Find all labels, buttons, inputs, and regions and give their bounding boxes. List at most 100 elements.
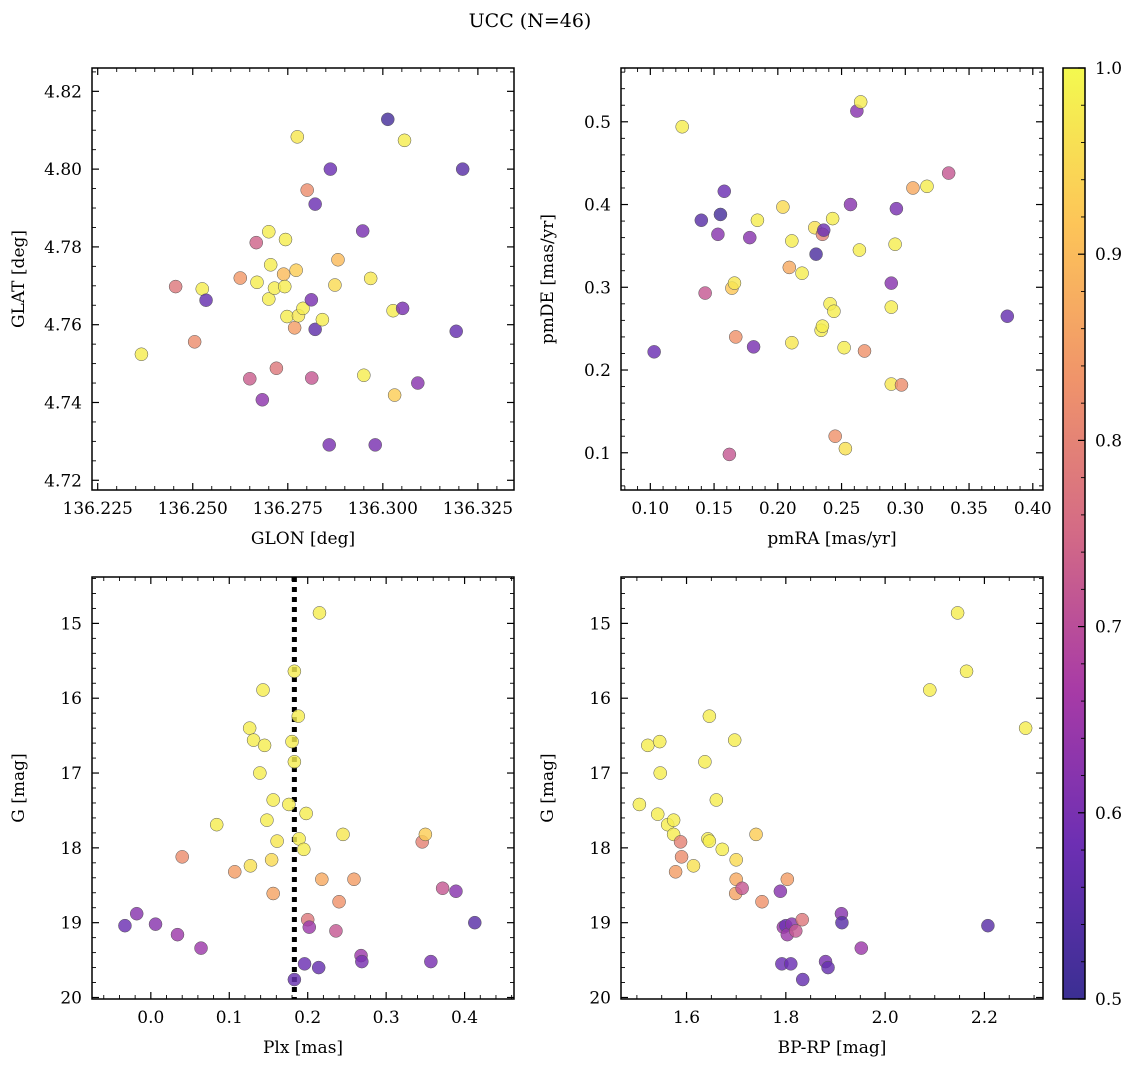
- scatter-point: [287, 755, 302, 769]
- scatter-point: [717, 184, 732, 199]
- x-tick-label: 0.3: [373, 1008, 400, 1028]
- scatter-point: [653, 766, 667, 780]
- scatter-point: [253, 766, 267, 780]
- scatter-point: [233, 271, 248, 285]
- scatter-point: [650, 807, 665, 821]
- scatter-point: [827, 304, 841, 319]
- scatter-point: [424, 954, 438, 969]
- x-tick-label: 0.0: [137, 1008, 164, 1028]
- y-tick-label: 4.72: [44, 471, 82, 491]
- scatter-point: [323, 162, 338, 176]
- scatter-point: [264, 853, 279, 867]
- scatter-point: [743, 230, 757, 245]
- scatter-point: [266, 793, 280, 807]
- scatter-point: [749, 827, 763, 842]
- scatter-point: [357, 368, 371, 383]
- x-tick-label: 0.1: [216, 1008, 243, 1028]
- scatter-point: [435, 881, 450, 896]
- scatter-point: [455, 162, 470, 176]
- y-tick-label: 17: [589, 764, 611, 784]
- panel-glon-glat: 136.225 136.250 136.275 136.300 136.325 4.72 4…: [9, 67, 515, 549]
- scatter-point: [312, 606, 327, 620]
- scatter-point: [702, 709, 717, 723]
- scatter-point: [698, 755, 712, 769]
- scatter-point: [950, 606, 965, 620]
- scatter-point: [308, 197, 322, 211]
- colorbar-tick-label: 0.7: [1095, 618, 1122, 638]
- x-tick-label: 136.275: [253, 499, 323, 519]
- scatter-point: [668, 865, 683, 879]
- scatter-point: [257, 738, 272, 753]
- scatter-point: [1000, 309, 1015, 323]
- scatter-point: [228, 865, 242, 879]
- scatter-point: [795, 912, 809, 927]
- scatter-point: [702, 834, 717, 848]
- scatter-point: [278, 279, 292, 294]
- scatter-point: [837, 340, 851, 355]
- y-axis-label: G [mag]: [9, 753, 29, 822]
- scatter-point: [853, 95, 868, 109]
- y-axis-label: GLAT [deg]: [9, 230, 29, 328]
- x-tick-label: 136.225: [63, 499, 133, 519]
- scatter-point: [852, 243, 867, 257]
- scatter-point: [262, 224, 276, 239]
- scatter-point: [278, 232, 293, 247]
- scatter-point: [269, 361, 284, 376]
- colorbar-tick-label: 0.6: [1095, 804, 1122, 824]
- scatter-point: [894, 378, 909, 392]
- scatter-point: [243, 372, 257, 386]
- scatter-point: [785, 335, 799, 350]
- scatter-point: [727, 276, 742, 290]
- y-tick-label: 4.76: [44, 316, 82, 336]
- scatter-point: [722, 447, 737, 462]
- scatter-point: [336, 827, 350, 842]
- scatter-point: [329, 924, 343, 938]
- scatter-point: [816, 223, 831, 237]
- scatter-point: [397, 133, 412, 148]
- scatter-point: [666, 813, 681, 827]
- scatter-point: [270, 834, 284, 848]
- scatter-point: [746, 340, 761, 354]
- scatter-point: [755, 894, 769, 909]
- scatter-point: [300, 183, 314, 197]
- y-tick-label: 0.2: [584, 361, 611, 381]
- scatter-point: [821, 960, 835, 975]
- y-tick-label: 16: [589, 689, 611, 709]
- scatter-point: [262, 292, 276, 306]
- scatter-point: [242, 721, 257, 735]
- scatter-point: [304, 371, 319, 385]
- scatter-point: [673, 835, 688, 849]
- scatter-point: [411, 376, 425, 390]
- scatter-point: [828, 429, 842, 443]
- scatter-point: [302, 920, 317, 934]
- scatter-point: [331, 252, 345, 267]
- scatter-point: [209, 817, 224, 832]
- scatter-point: [280, 309, 294, 324]
- scatter-point: [785, 234, 799, 248]
- scatter-point: [1018, 721, 1033, 735]
- scatter-point: [297, 842, 311, 857]
- scatter-point: [789, 924, 803, 938]
- scatter-point: [363, 271, 378, 286]
- y-tick-label: 0.4: [584, 196, 611, 216]
- scatter-point: [884, 276, 899, 290]
- y-tick-label: 4.74: [44, 393, 82, 413]
- scatter-point: [299, 806, 313, 821]
- y-axis-label: pmDE [mas/yr]: [538, 214, 558, 344]
- scatter-point: [784, 957, 798, 971]
- scatter-point: [263, 258, 278, 272]
- scatter-point: [291, 709, 306, 723]
- scatter-point: [395, 301, 410, 316]
- panel-plx-g: 0.0 0.1 0.2 0.3 0.4 15 16 17 18 19 20 Plx [mas] G [m…: [9, 576, 515, 1058]
- scatter-point: [387, 388, 402, 402]
- x-tick-label: 136.325: [443, 499, 513, 519]
- scatter-point: [168, 279, 183, 294]
- y-tick-label: 4.82: [44, 82, 82, 102]
- scatter-point: [729, 853, 743, 867]
- plot-frame: [620, 67, 1044, 491]
- x-tick-label: 1.6: [673, 1008, 700, 1028]
- scatter-point: [713, 207, 728, 222]
- scatter-point: [199, 293, 213, 307]
- x-axis-label: pmRA [mas/yr]: [767, 529, 896, 549]
- scatter-point: [249, 235, 263, 250]
